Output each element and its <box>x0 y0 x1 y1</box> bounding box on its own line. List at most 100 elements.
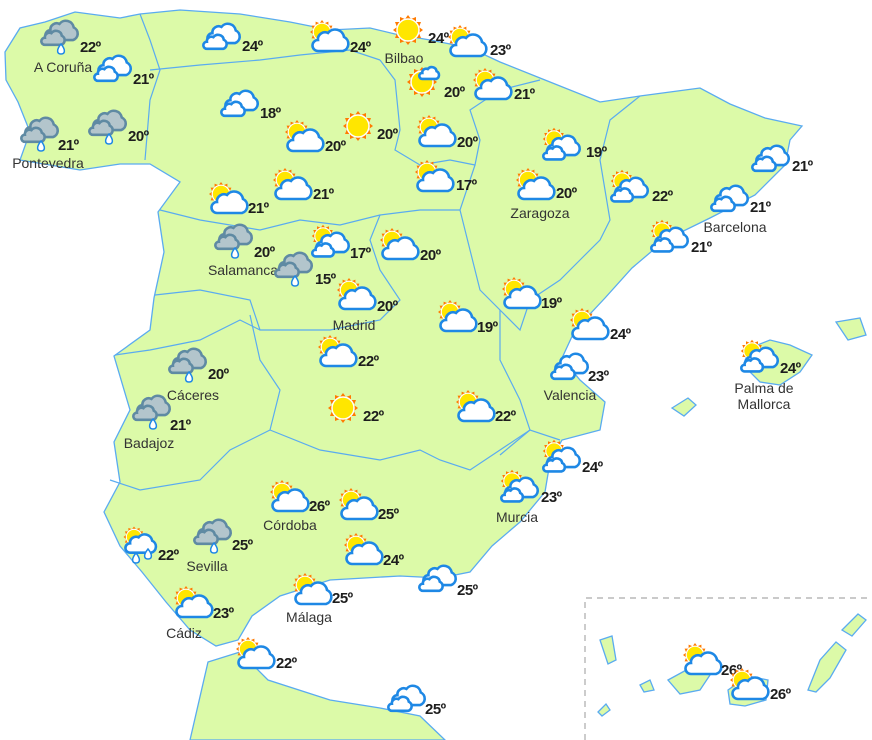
temperature-label: 21º <box>58 137 80 154</box>
city-label: Cádiz <box>166 625 202 641</box>
temperature-label: 20º <box>457 134 479 151</box>
forecast-marker: 21º Barcelona <box>703 184 772 235</box>
forecast-marker: 22º <box>122 525 180 564</box>
rain-cloud-icon <box>132 394 172 430</box>
temperature-label: 20º <box>377 126 399 143</box>
temperature-label: 20º <box>377 298 399 315</box>
forecast-marker: 22º <box>235 636 298 672</box>
temperature-label: 24º <box>383 552 405 569</box>
forecast-marker: 26º <box>682 642 743 679</box>
sun-showers-icon <box>122 525 158 564</box>
forecast-marker: 21º <box>272 167 335 203</box>
temperature-label: 18º <box>260 105 282 122</box>
rain-cloud-icon <box>193 518 233 554</box>
temperature-label: 24º <box>242 38 264 55</box>
spain-mainland <box>4 9 804 647</box>
temperature-label: 24º <box>350 39 372 56</box>
forecast-marker: 21º <box>751 144 814 175</box>
forecast-marker: 18º <box>220 89 282 122</box>
land <box>4 9 867 740</box>
temperature-label: 20º <box>444 84 466 101</box>
temperature-label: 20º <box>128 128 150 145</box>
rain-cloud-icon <box>40 19 80 55</box>
forecast-marker: 15º <box>274 251 337 288</box>
forecast-marker: 20º <box>379 227 442 264</box>
partly-cloudy-icon <box>682 642 723 676</box>
forecast-marker: 24º <box>569 307 632 343</box>
temperature-label: 26º <box>309 498 331 515</box>
temperature-label: 17º <box>456 177 478 194</box>
city-label: Valencia <box>544 387 597 403</box>
forecast-marker: 21º <box>208 181 270 217</box>
city-label: Bilbao <box>385 50 424 66</box>
menorca <box>834 317 867 341</box>
forecast-marker: 26º <box>729 667 792 703</box>
temperature-label: 20º <box>556 185 578 202</box>
temperature-label: 25º <box>457 582 479 599</box>
temperature-label: 22º <box>158 547 180 564</box>
forecast-marker: 25º <box>418 564 479 599</box>
forecast-marker: 17º <box>414 159 478 194</box>
temperature-label: 20º <box>254 244 276 261</box>
forecast-marker: 20º Zaragoza <box>510 167 578 221</box>
canary-5 <box>807 641 847 693</box>
rain-cloud-icon <box>20 116 60 152</box>
temperature-label: 15º <box>315 271 337 288</box>
temperature-label: 23º <box>588 368 610 385</box>
sun-with-clouds-icon <box>541 439 582 473</box>
partly-cloudy-icon <box>447 24 488 58</box>
forecast-marker: 23º <box>447 24 512 59</box>
forecast-marker: 17º <box>310 224 372 262</box>
city-label: Badajoz <box>124 435 175 451</box>
forecast-marker: 23º Cádiz <box>166 585 235 641</box>
temperature-label: 22º <box>276 655 298 672</box>
forecast-marker: 26º Córdoba <box>263 479 331 533</box>
cloudy-icon <box>387 684 427 713</box>
ibiza <box>670 397 697 417</box>
city-label: Salamanca <box>208 262 278 278</box>
forecast-marker: 24º <box>343 532 405 569</box>
partly-cloudy-icon <box>729 667 770 701</box>
city-label: Cáceres <box>167 387 219 403</box>
forecast-marker: 22º <box>609 169 674 205</box>
africa-coast <box>189 651 446 740</box>
rain-cloud-icon <box>274 251 314 287</box>
forecast-marker: 19º <box>541 127 608 161</box>
temperature-label: 22º <box>652 188 674 205</box>
forecast-marker: 22º <box>455 389 517 425</box>
canary-6 <box>840 613 867 637</box>
forecast-marker: 25º <box>387 684 447 718</box>
forecast-marker: 24º Palma de Mallorca <box>734 339 802 412</box>
forecast-marker: 19º <box>501 276 563 312</box>
temperature-label: 21º <box>313 186 335 203</box>
city-label: Córdoba <box>263 517 317 533</box>
temperature-label: 23º <box>213 605 235 622</box>
temperature-label: 25º <box>232 537 254 554</box>
city-label: A Coruña <box>34 59 93 75</box>
forecast-marker: 20º <box>416 114 479 151</box>
temperature-label: 23º <box>541 489 563 506</box>
temperature-label: 24º <box>582 459 604 476</box>
temperature-label: 22º <box>495 408 517 425</box>
temperature-label: 21º <box>133 71 155 88</box>
canary-2 <box>639 679 655 693</box>
forecast-marker: 22º A Coruña <box>34 19 102 75</box>
forecast-marker: 20º Cáceres <box>167 347 230 403</box>
temperature-label: 23º <box>490 42 512 59</box>
temperature-label: 21º <box>792 158 814 175</box>
temperature-label: 24º <box>610 326 632 343</box>
temperature-label: 25º <box>378 506 400 523</box>
temperature-label: 22º <box>363 408 385 425</box>
temperature-label: 24º <box>428 30 450 47</box>
forecast-marker: 19º <box>437 299 499 336</box>
temperature-label: 21º <box>514 86 536 103</box>
rain-cloud-icon <box>214 223 254 259</box>
city-label: Pontevedra <box>12 155 84 171</box>
forecast-marker: 24º <box>202 22 264 55</box>
temperature-label: 20º <box>420 247 442 264</box>
